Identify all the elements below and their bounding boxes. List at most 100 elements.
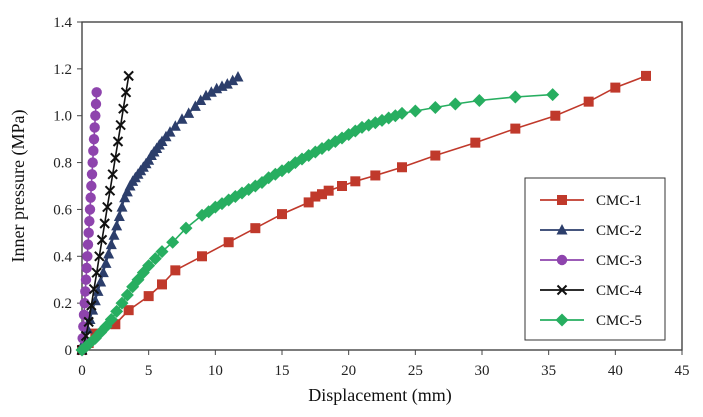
data-point-cmc-1 — [397, 162, 407, 173]
data-point-cmc-2 — [119, 191, 131, 203]
y-axis: 0 0.2 0.4 0.6 0.8 1.0 1.2 1.4 — [53, 15, 82, 359]
data-point-cmc-4 — [115, 119, 126, 131]
data-point-cmc-4 — [120, 87, 132, 98]
data-point-cmc-2 — [92, 285, 104, 296]
legend-label: CMC-3 — [596, 253, 642, 269]
legend-box — [524, 177, 666, 341]
legend-swatch-marker — [556, 254, 568, 266]
y-tick-label: 1.0 — [53, 109, 72, 125]
data-point-cmc-2 — [232, 71, 244, 82]
data-point-cmc-3 — [80, 286, 91, 297]
data-point-cmc-2 — [121, 185, 133, 197]
x-tick-label: 25 — [408, 363, 423, 379]
data-point-cmc-5 — [472, 93, 486, 107]
data-point-cmc-1 — [337, 181, 347, 191]
data-point-cmc-4 — [91, 267, 102, 278]
series-cmc-1 — [77, 70, 651, 355]
data-point-cmc-3 — [90, 98, 102, 110]
legend-label: CMC-1 — [596, 193, 642, 209]
data-point-cmc-5 — [120, 288, 134, 302]
data-point-cmc-3 — [84, 204, 96, 215]
legend-swatch-marker — [556, 284, 568, 296]
data-point-cmc-1 — [610, 82, 621, 93]
data-point-cmc-4 — [94, 251, 105, 262]
series-layer — [75, 70, 651, 357]
data-point-cmc-5 — [248, 179, 262, 193]
data-point-cmc-1 — [310, 191, 321, 202]
data-point-cmc-2 — [108, 229, 120, 240]
data-point-cmc-3 — [83, 227, 94, 239]
data-point-cmc-2 — [97, 266, 109, 278]
data-point-cmc-5 — [142, 259, 156, 273]
data-point-cmc-5 — [148, 252, 162, 266]
data-point-cmc-3 — [87, 157, 98, 168]
data-point-cmc-3 — [86, 169, 98, 180]
data-point-cmc-5 — [408, 104, 422, 118]
data-point-cmc-3 — [91, 87, 102, 98]
data-point-cmc-5 — [166, 235, 180, 249]
data-point-cmc-5 — [342, 127, 356, 141]
data-point-cmc-2 — [89, 294, 101, 306]
data-point-cmc-1 — [510, 123, 521, 134]
data-point-cmc-5 — [546, 88, 560, 102]
data-point-cmc-4 — [99, 218, 110, 229]
x-tick-label: 30 — [475, 363, 490, 379]
data-point-cmc-4 — [96, 234, 108, 246]
x-tick-label: 5 — [145, 363, 153, 379]
y-tick-label: 0.8 — [53, 156, 72, 172]
legend-swatch-marker — [555, 313, 569, 327]
data-point-cmc-5 — [179, 221, 193, 235]
data-point-cmc-4 — [88, 283, 100, 295]
data-point-cmc-4 — [86, 300, 97, 311]
data-point-cmc-2 — [221, 78, 233, 89]
x-tick-label: 45 — [675, 363, 690, 379]
data-point-cmc-1 — [370, 170, 381, 181]
data-point-cmc-1 — [223, 237, 234, 248]
data-point-cmc-2 — [200, 89, 212, 101]
data-point-cmc-5 — [104, 313, 118, 327]
data-point-cmc-4 — [110, 152, 121, 164]
data-point-cmc-1 — [123, 305, 134, 316]
data-point-cmc-4 — [118, 103, 129, 114]
data-point-cmc-2 — [164, 126, 176, 137]
data-point-cmc-3 — [80, 274, 92, 285]
data-point-cmc-1 — [470, 137, 481, 148]
data-point-cmc-3 — [78, 309, 90, 321]
data-point-cmc-5 — [110, 304, 124, 318]
data-point-cmc-1 — [550, 110, 561, 121]
data-point-cmc-1 — [170, 265, 181, 276]
data-point-cmc-5 — [115, 296, 129, 310]
legend-label: CMC-2 — [596, 223, 642, 239]
y-tick-label: 0 — [65, 343, 73, 359]
legend-swatch-marker — [557, 195, 567, 205]
data-point-cmc-4 — [123, 70, 134, 82]
x-tick-label: 15 — [275, 363, 290, 379]
y-axis-title: Inner pressure (MPa) — [8, 110, 29, 263]
data-point-cmc-1 — [583, 96, 594, 107]
x-axis-title: Displacement (mm) — [308, 385, 451, 406]
x-tick-label: 40 — [608, 363, 623, 379]
data-point-cmc-2 — [113, 210, 125, 221]
data-point-cmc-3 — [84, 215, 95, 227]
x-axis: 0 5 10 15 20 25 30 35 40 45 — [78, 350, 690, 379]
legend-item-cmc-3: CMC-3 — [540, 253, 642, 269]
legend-item-cmc-2: CMC-2 — [540, 223, 642, 239]
y-tick-label: 1.2 — [53, 62, 72, 78]
data-point-cmc-2 — [105, 238, 117, 250]
data-point-cmc-5 — [395, 106, 409, 120]
legend: CMC-1 CMC-2 CMC-3 CMC-4 CMC-5 — [524, 177, 666, 341]
x-tick-label: 35 — [541, 363, 556, 379]
data-point-cmc-1 — [110, 319, 121, 330]
legend-label: CMC-5 — [596, 313, 642, 329]
data-point-cmc-4 — [107, 169, 118, 180]
y-tick-label: 0.4 — [53, 249, 72, 265]
data-point-cmc-2 — [111, 219, 123, 231]
legend-item-cmc-1: CMC-1 — [540, 193, 642, 209]
data-point-cmc-4 — [102, 201, 113, 213]
data-point-cmc-5 — [155, 245, 169, 259]
data-point-cmc-2 — [189, 100, 201, 111]
data-point-cmc-3 — [79, 297, 90, 309]
data-point-cmc-2 — [205, 86, 217, 97]
data-point-cmc-1 — [157, 279, 167, 290]
